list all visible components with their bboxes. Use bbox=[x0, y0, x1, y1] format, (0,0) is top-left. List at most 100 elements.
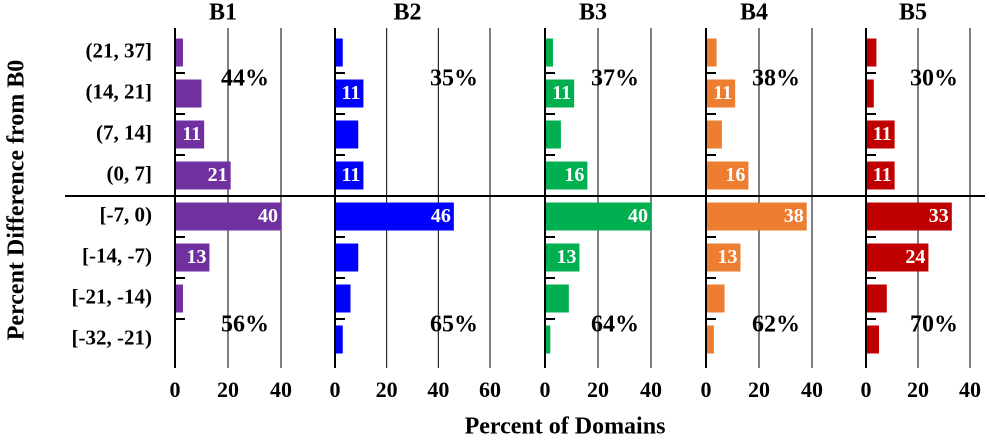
value-label: 11 bbox=[182, 123, 201, 145]
bar bbox=[175, 202, 281, 231]
annotation: 56% bbox=[221, 312, 269, 338]
x-tick-label: 40 bbox=[801, 377, 823, 402]
bar bbox=[866, 325, 879, 354]
bar bbox=[706, 325, 714, 354]
value-label: 13 bbox=[186, 246, 206, 268]
bar bbox=[335, 284, 351, 313]
annotation: 30% bbox=[910, 66, 958, 92]
y-tick-label: (0, 7] bbox=[107, 161, 153, 185]
x-tick-label: 0 bbox=[701, 377, 712, 402]
bar bbox=[545, 325, 551, 354]
annotation: 38% bbox=[752, 66, 800, 92]
x-tick-label: 0 bbox=[170, 377, 181, 402]
value-label: 38 bbox=[784, 205, 804, 227]
x-tick-label: 40 bbox=[270, 377, 292, 402]
bar bbox=[866, 243, 929, 272]
panel-title: B1 bbox=[209, 0, 237, 26]
value-label: 13 bbox=[556, 246, 576, 268]
value-label: 11 bbox=[873, 123, 892, 145]
x-tick-label: 0 bbox=[540, 377, 551, 402]
bar bbox=[706, 161, 749, 190]
y-tick-label: (14, 21] bbox=[86, 79, 153, 103]
bar bbox=[706, 202, 807, 231]
bar bbox=[335, 38, 343, 67]
bar bbox=[175, 120, 205, 149]
value-label: 11 bbox=[713, 82, 732, 104]
bar bbox=[866, 120, 895, 149]
x-tick-label: 20 bbox=[748, 377, 770, 402]
bar bbox=[706, 243, 741, 272]
bar bbox=[706, 38, 717, 67]
x-tick-label: 0 bbox=[330, 377, 341, 402]
bar bbox=[866, 79, 874, 108]
y-tick-label: [-7, 0) bbox=[100, 202, 152, 226]
bar bbox=[335, 243, 359, 272]
bar bbox=[706, 120, 722, 149]
bar bbox=[335, 161, 364, 190]
bar bbox=[866, 161, 895, 190]
value-label: 16 bbox=[725, 164, 745, 186]
value-label: 24 bbox=[905, 246, 925, 268]
bar bbox=[335, 202, 454, 231]
bar bbox=[545, 243, 580, 272]
value-label: 11 bbox=[342, 82, 361, 104]
panel-title: B4 bbox=[740, 0, 768, 26]
x-tick-label: 40 bbox=[427, 377, 449, 402]
annotation: 70% bbox=[910, 312, 958, 338]
bar bbox=[866, 202, 952, 231]
bar bbox=[545, 202, 651, 231]
annotation: 62% bbox=[752, 312, 800, 338]
bar bbox=[545, 79, 575, 108]
x-tick-label: 20 bbox=[907, 377, 929, 402]
x-tick-label: 20 bbox=[217, 377, 239, 402]
value-label: 21 bbox=[208, 164, 228, 186]
bar bbox=[706, 79, 736, 108]
x-tick-label: 60 bbox=[479, 377, 501, 402]
bar bbox=[866, 38, 877, 67]
annotation: 44% bbox=[221, 66, 269, 92]
x-tick-label: 20 bbox=[376, 377, 398, 402]
bar bbox=[175, 38, 183, 67]
annotation: 65% bbox=[430, 312, 478, 338]
panel-title: B2 bbox=[393, 0, 421, 26]
x-axis-label: Percent of Domains bbox=[465, 414, 666, 440]
bar bbox=[175, 79, 202, 108]
value-label: 40 bbox=[258, 205, 278, 227]
value-label: 11 bbox=[342, 164, 361, 186]
y-tick-label: (21, 37] bbox=[86, 38, 153, 62]
bar bbox=[866, 284, 887, 313]
value-label: 11 bbox=[873, 164, 892, 186]
value-label: 33 bbox=[929, 205, 949, 227]
x-tick-label: 40 bbox=[640, 377, 662, 402]
bar bbox=[545, 284, 569, 313]
bar bbox=[545, 38, 553, 67]
bar bbox=[706, 284, 725, 313]
x-tick-label: 40 bbox=[959, 377, 981, 402]
value-label: 46 bbox=[431, 205, 451, 227]
x-tick-label: 0 bbox=[861, 377, 872, 402]
panel-title: B3 bbox=[579, 0, 607, 26]
y-axis-label: Percent Difference from B0 bbox=[4, 60, 30, 341]
annotation: 35% bbox=[430, 66, 478, 92]
y-tick-label: [-21, -14) bbox=[72, 284, 152, 308]
bar bbox=[545, 120, 561, 149]
value-label: 11 bbox=[552, 82, 571, 104]
annotation: 37% bbox=[591, 66, 639, 92]
y-tick-label: [-14, -7) bbox=[82, 243, 152, 267]
bar bbox=[545, 161, 588, 190]
x-tick-label: 20 bbox=[587, 377, 609, 402]
bar bbox=[335, 120, 359, 149]
value-label: 40 bbox=[628, 205, 648, 227]
y-tick-label: [-32, -21) bbox=[72, 325, 152, 349]
bar bbox=[175, 161, 231, 190]
bar bbox=[335, 79, 364, 108]
y-tick-label: (7, 14] bbox=[96, 120, 152, 144]
annotation: 64% bbox=[591, 312, 639, 338]
value-label: 16 bbox=[564, 164, 584, 186]
bar bbox=[175, 243, 210, 272]
bar bbox=[175, 284, 183, 313]
value-label: 13 bbox=[717, 246, 737, 268]
bar bbox=[335, 325, 343, 354]
panel-title: B5 bbox=[899, 0, 927, 26]
